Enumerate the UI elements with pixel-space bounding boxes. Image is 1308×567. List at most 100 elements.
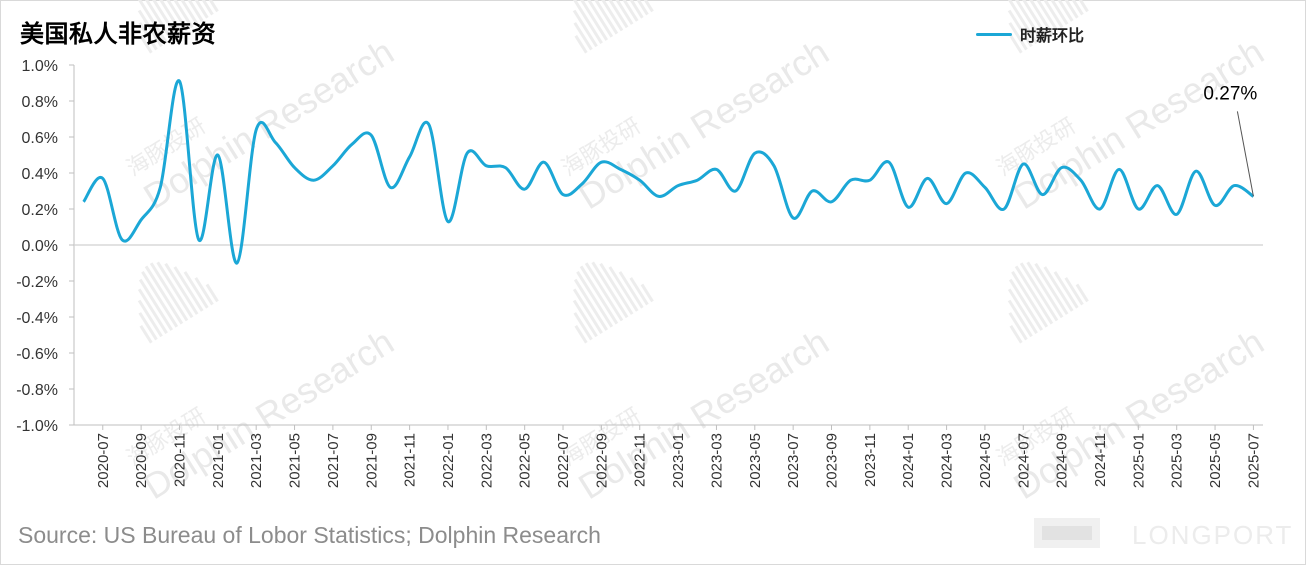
annotation-leader <box>1236 111 1254 197</box>
x-tick-label: 2022-07 <box>555 433 572 488</box>
watermark-bar <box>1053 271 1079 309</box>
watermark-bar <box>1026 0 1064 29</box>
plot-area: 0.27% <box>82 79 1257 265</box>
legend-label: 时薪环比 <box>1020 26 1085 45</box>
watermark-bar <box>1014 0 1054 35</box>
y-axis: 1.0% 0.8% 0.6% 0.4% 0.2% 0.0% -0.2% -0.4% -0.6% -… <box>16 58 75 435</box>
watermark-bar <box>138 0 173 41</box>
watermark-bar <box>1008 0 1043 41</box>
watermark-bar <box>591 261 629 319</box>
y-tick-label: 0.6% <box>22 130 58 147</box>
watermark-bar <box>576 271 614 328</box>
watermark-bar <box>1019 262 1059 322</box>
watermark-bar <box>1034 262 1069 315</box>
watermark-bar <box>629 277 649 306</box>
x-tick-label: 2021-07 <box>325 433 342 488</box>
legend: 时薪环比 <box>976 22 1084 46</box>
watermark-bar <box>1011 271 1049 328</box>
x-tick-label: 2025-03 <box>1169 433 1186 488</box>
watermark-bar <box>137 0 168 44</box>
watermark-bar <box>164 262 199 315</box>
watermark-bar <box>629 0 649 16</box>
watermark-bar <box>1007 9 1033 48</box>
x-tick-label: 2024-03 <box>939 433 956 488</box>
y-tick-label: 1.0% <box>22 58 58 75</box>
series-line <box>82 79 1255 265</box>
watermark-bar <box>194 0 214 16</box>
watermark-bar <box>608 266 639 312</box>
x-tick-label: 2022-09 <box>593 433 610 488</box>
x-tick-label: 2023-03 <box>708 433 725 488</box>
watermark-bar <box>1008 278 1043 331</box>
watermark-bar <box>1007 288 1038 334</box>
watermark-bar <box>137 299 163 338</box>
x-tick-label: 2022-03 <box>478 433 495 488</box>
watermark-bar <box>144 265 184 325</box>
chart-title: 美国私人非农薪资 <box>20 20 216 48</box>
watermark-bar <box>1014 265 1054 325</box>
x-tick-label: 2022-01 <box>440 433 457 488</box>
watermark-bar <box>173 266 204 312</box>
watermark-bar <box>1053 0 1079 19</box>
watermark-bar <box>138 312 158 341</box>
watermark-bar <box>573 0 608 41</box>
watermark-text: Dolphin Research <box>136 31 400 217</box>
y-tick-label: 0.0% <box>22 238 58 255</box>
watermark-bar <box>1064 0 1084 16</box>
x-tick-label: 2025-01 <box>1130 433 1147 488</box>
watermark-bar <box>156 0 194 29</box>
watermark-bar <box>138 278 173 331</box>
watermark-bar <box>137 9 163 48</box>
watermark-bar <box>640 0 654 13</box>
y-tick-label: -0.6% <box>16 346 58 363</box>
watermark-bar <box>141 0 179 38</box>
x-tick-label: 2024-11 <box>1092 433 1109 487</box>
x-tick-label: 2024-01 <box>900 433 917 488</box>
watermark-bar <box>573 312 593 341</box>
watermark-bar <box>149 262 189 322</box>
watermark-bar <box>618 0 644 19</box>
x-tick-label: 2024-05 <box>977 433 994 488</box>
annotation-label: 0.27% <box>1203 83 1257 104</box>
watermark-bar <box>173 0 204 22</box>
watermark-bar <box>572 9 598 48</box>
watermark-bar <box>584 0 624 32</box>
watermark-bar <box>572 299 598 338</box>
x-tick-label: 2021-11 <box>402 433 419 487</box>
x-tick-label: 2024-07 <box>1015 433 1032 488</box>
watermark-bar <box>618 271 644 309</box>
watermark-bar <box>572 288 603 334</box>
watermark-bar <box>572 0 603 44</box>
watermark-bar <box>1026 261 1064 319</box>
x-tick-label: 2023-01 <box>670 433 687 488</box>
watermark-bar <box>1011 0 1049 38</box>
y-tick-label: 0.8% <box>22 94 58 111</box>
brand-name: LONGPORT <box>1132 520 1294 550</box>
y-tick-label: -0.8% <box>16 382 58 399</box>
x-tick-label: 2025-05 <box>1207 433 1224 488</box>
legend-line-swatch <box>976 32 1012 36</box>
x-tick-label: 2023-11 <box>862 433 879 487</box>
watermark-bar <box>640 283 654 303</box>
watermark-bar <box>574 34 588 54</box>
watermark-bar <box>573 278 608 331</box>
brand-logo-icon <box>1034 518 1100 548</box>
watermark-bar <box>576 0 614 38</box>
watermark-bar <box>584 262 624 322</box>
watermark-text: Dolphin Research <box>571 31 835 217</box>
x-axis: 2020-07 2020-09 2020-11 2021-01 2021-03 2021-… <box>74 244 1263 488</box>
watermark-bar <box>139 324 153 344</box>
watermark-bar <box>1075 0 1089 13</box>
watermark-bar <box>138 22 158 51</box>
x-tick-label: 2021-03 <box>248 433 265 488</box>
watermark-bar <box>1034 0 1069 25</box>
watermark-bar <box>1043 0 1074 22</box>
y-tick-label: -0.2% <box>16 274 58 291</box>
watermark-bar <box>599 262 634 315</box>
watermark-bar <box>1007 299 1033 338</box>
